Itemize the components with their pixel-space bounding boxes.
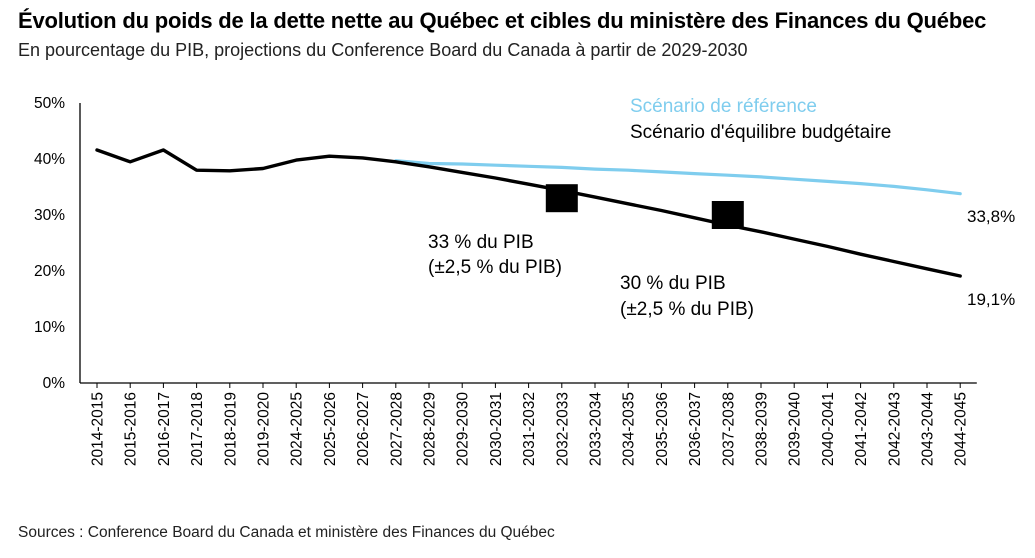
target-marker-33: [545, 184, 578, 213]
reference-end-label: 33,8%: [967, 207, 1015, 226]
x-tick-label: 2029-2030: [455, 392, 472, 467]
target-markers: [545, 184, 744, 229]
x-tick-label: 2025-2026: [322, 392, 339, 466]
x-tick-label: 2038-2039: [754, 392, 771, 466]
x-tick-label: 2019-2020: [256, 392, 273, 467]
target-label-line1: 33 % du PIB: [428, 232, 534, 253]
legend-reference: Scénario de référence: [630, 96, 817, 117]
y-tick-label: 0%: [43, 375, 66, 392]
x-axis: 2014-2015 2015-2016 2016-2017 2017-2018 2018…: [80, 382, 977, 467]
x-tick-label: 2015-2016: [123, 392, 140, 466]
balanced-end-label: 19,1%: [967, 290, 1015, 309]
x-tick-label: 2039-2040: [787, 392, 804, 467]
source-note: Sources : Conference Board du Canada et …: [18, 524, 555, 541]
x-tick-label: 2044-2045: [953, 392, 970, 466]
x-tick-label: 2027-2028: [388, 392, 405, 466]
debt-chart: 0% 10% 20% 30% 40% 50% 2014-2015 2015-2016 2016…: [34, 95, 1015, 467]
x-tick-label: 2042-2043: [886, 392, 903, 466]
chart-subtitle: En pourcentage du PIB, projections du Co…: [18, 40, 748, 60]
y-tick-label: 50%: [34, 95, 65, 112]
reference-scenario-line: [394, 159, 962, 196]
x-tick-label: 2024-2025: [289, 392, 306, 466]
y-axis: 0% 10% 20% 30% 40% 50%: [34, 95, 81, 392]
balanced-budget-line: [95, 148, 962, 278]
x-tick-label: 2030-2031: [488, 392, 505, 466]
x-tick-label: 2034-2035: [621, 392, 638, 466]
target-label-line2: (±2,5 % du PIB): [428, 257, 562, 278]
x-tick-label: 2037-2038: [720, 392, 737, 466]
series-lines: [95, 148, 962, 278]
x-tick-label: 2031-2032: [521, 392, 538, 466]
y-tick-label: 20%: [34, 263, 65, 280]
x-tick-label: 2026-2027: [355, 392, 372, 466]
x-tick-label: 2041-2042: [853, 392, 870, 466]
legend-balanced: Scénario d'équilibre budgétaire: [630, 122, 891, 143]
y-tick-label: 10%: [34, 319, 65, 336]
y-tick-label: 30%: [34, 207, 65, 224]
x-tick-label: 2014-2015: [90, 392, 107, 466]
y-tick-label: 40%: [34, 151, 65, 168]
chart-title: Évolution du poids de la dette nette au …: [18, 8, 987, 33]
target-label-line2: (±2,5 % du PIB): [620, 299, 754, 320]
x-tick-label: 2040-2041: [820, 392, 837, 466]
annotations: 33 % du PIB (±2,5 % du PIB) 30 % du PIB (±2…: [428, 96, 1015, 320]
x-tick-label: 2035-2036: [654, 392, 671, 466]
x-tick-label: 2032-2033: [554, 392, 571, 466]
x-tick-label: 2018-2019: [222, 392, 239, 466]
x-tick-label: 2043-2044: [920, 392, 937, 467]
x-tick-label: 2036-2037: [687, 392, 704, 466]
target-marker-30: [711, 201, 744, 229]
x-tick-label: 2028-2029: [422, 392, 439, 466]
target-label-line1: 30 % du PIB: [620, 273, 726, 294]
x-tick-label: 2033-2034: [588, 392, 605, 467]
x-tick-label: 2016-2017: [156, 392, 173, 466]
x-tick-label: 2017-2018: [189, 392, 206, 466]
